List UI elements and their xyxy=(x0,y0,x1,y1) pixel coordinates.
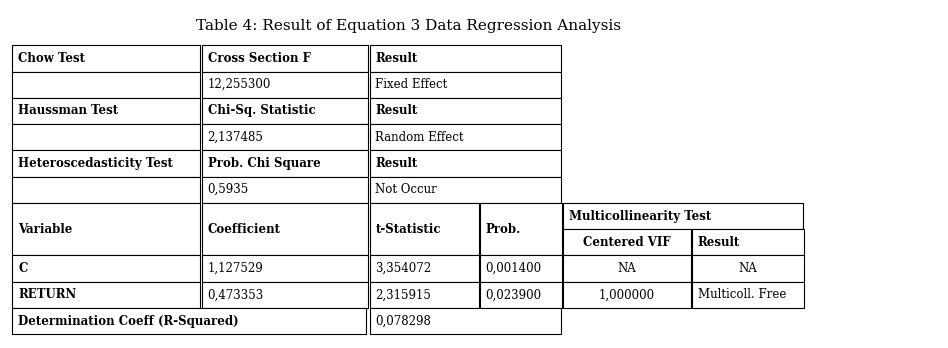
Bar xyxy=(370,255,479,282)
Text: Heteroscedasticity Test: Heteroscedasticity Test xyxy=(18,157,173,170)
Bar xyxy=(692,229,804,255)
Text: Result: Result xyxy=(375,157,418,170)
Bar xyxy=(202,124,368,150)
Text: Result: Result xyxy=(375,52,418,65)
Text: Cross Section F: Cross Section F xyxy=(208,52,311,65)
Bar xyxy=(370,98,561,124)
Text: NA: NA xyxy=(618,262,636,275)
Text: NA: NA xyxy=(738,262,757,275)
Bar xyxy=(563,255,691,282)
Text: Result: Result xyxy=(698,236,740,249)
Bar xyxy=(480,255,562,282)
Text: Chow Test: Chow Test xyxy=(18,52,85,65)
Text: Haussman Test: Haussman Test xyxy=(18,104,118,117)
Bar xyxy=(370,72,561,98)
Text: 2,137485: 2,137485 xyxy=(208,131,264,144)
Text: 0,023900: 0,023900 xyxy=(485,288,541,301)
Bar xyxy=(202,255,368,282)
Bar xyxy=(370,203,479,255)
Text: 2,315915: 2,315915 xyxy=(375,288,431,301)
Text: 1,127529: 1,127529 xyxy=(208,262,264,275)
Bar xyxy=(12,45,200,72)
Text: Determination Coeff (R-Squared): Determination Coeff (R-Squared) xyxy=(18,315,239,327)
Text: Chi-Sq. Statistic: Chi-Sq. Statistic xyxy=(208,104,316,117)
Text: RETURN: RETURN xyxy=(18,288,76,301)
Text: Result: Result xyxy=(375,104,418,117)
Bar xyxy=(370,45,561,72)
Bar xyxy=(202,282,368,308)
Bar xyxy=(12,176,200,203)
Bar xyxy=(202,150,368,177)
Bar xyxy=(692,282,804,308)
Bar xyxy=(202,45,368,72)
Text: Variable: Variable xyxy=(18,223,72,236)
Bar xyxy=(563,229,691,255)
Bar xyxy=(370,176,561,203)
Bar xyxy=(370,308,561,334)
Text: 3,354072: 3,354072 xyxy=(375,262,431,275)
Bar xyxy=(370,124,561,150)
Bar xyxy=(563,282,691,308)
Bar xyxy=(12,72,200,98)
Text: C: C xyxy=(18,262,27,275)
Bar xyxy=(12,282,200,308)
Text: 12,255300: 12,255300 xyxy=(208,78,271,91)
Text: 0,5935: 0,5935 xyxy=(208,183,249,196)
Bar xyxy=(12,308,366,334)
Bar xyxy=(370,282,479,308)
Bar xyxy=(480,203,562,255)
Text: Fixed Effect: Fixed Effect xyxy=(375,78,447,91)
Text: 0,001400: 0,001400 xyxy=(485,262,541,275)
Text: Centered VIF: Centered VIF xyxy=(583,236,671,249)
Text: 1,000000: 1,000000 xyxy=(599,288,655,301)
Bar xyxy=(12,255,200,282)
Bar xyxy=(202,72,368,98)
Text: Coefficient: Coefficient xyxy=(208,223,281,236)
Bar xyxy=(480,282,562,308)
Text: Table 4: Result of Equation 3 Data Regression Analysis: Table 4: Result of Equation 3 Data Regre… xyxy=(195,19,621,33)
Text: Multicollinearity Test: Multicollinearity Test xyxy=(569,209,711,222)
Bar xyxy=(370,150,561,177)
Text: t-Statistic: t-Statistic xyxy=(375,223,441,236)
Text: 0,078298: 0,078298 xyxy=(375,315,431,327)
Bar xyxy=(202,98,368,124)
Bar xyxy=(692,255,804,282)
Text: 0,473353: 0,473353 xyxy=(208,288,264,301)
Bar xyxy=(12,98,200,124)
Text: Multicoll. Free: Multicoll. Free xyxy=(698,288,786,301)
Bar xyxy=(12,203,200,255)
Bar xyxy=(202,176,368,203)
Bar xyxy=(12,124,200,150)
Bar xyxy=(12,150,200,177)
Text: Random Effect: Random Effect xyxy=(375,131,464,144)
Text: Prob. Chi Square: Prob. Chi Square xyxy=(208,157,320,170)
Text: Not Occur: Not Occur xyxy=(375,183,437,196)
Bar xyxy=(563,203,803,229)
Bar xyxy=(202,203,368,255)
Text: Prob.: Prob. xyxy=(485,223,520,236)
